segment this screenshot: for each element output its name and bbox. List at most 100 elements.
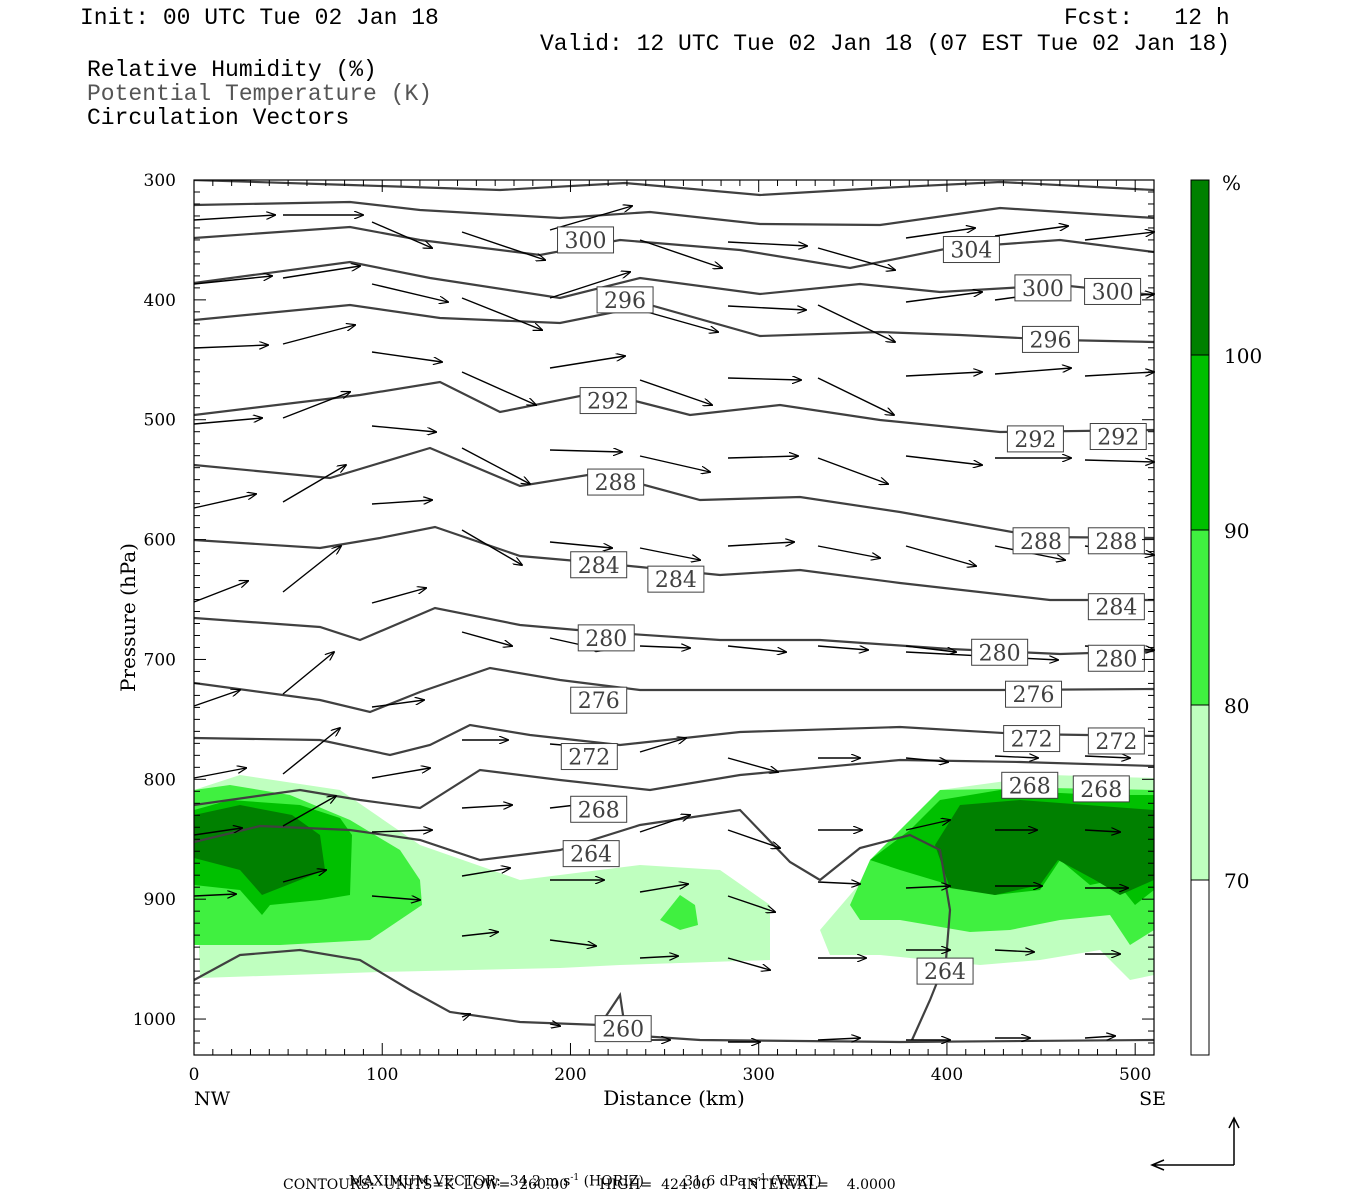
circulation-vector	[282, 652, 334, 695]
x-tick-label: 300	[742, 1065, 774, 1085]
circulation-vector	[817, 247, 895, 270]
circulation-vector	[994, 756, 1038, 758]
init-time: Init: 00 UTC Tue 02 Jan 18	[80, 5, 439, 31]
colorbar-segment	[1190, 704, 1210, 881]
circulation-vector	[549, 206, 632, 231]
contour-label: 304	[950, 239, 992, 264]
circulation-vector	[1084, 460, 1154, 462]
contour-label: 268	[578, 798, 620, 823]
circulation-vector	[282, 392, 350, 419]
circulation-vector	[817, 545, 880, 558]
x-end-label-se: SE	[1139, 1088, 1166, 1110]
circulation-vector	[193, 690, 240, 707]
theta-line-260	[194, 948, 1154, 1044]
circulation-vector	[193, 768, 246, 779]
rh-100-east-region	[935, 800, 1154, 895]
contour-label-box	[560, 743, 618, 771]
circulation-vector	[371, 351, 442, 362]
theta-line-276	[194, 666, 1154, 714]
field-vectors-label: Circulation Vectors	[87, 105, 350, 131]
circulation-vector	[727, 829, 780, 848]
contour-label-box	[594, 1015, 652, 1043]
circulation-vector	[193, 828, 242, 836]
contour-label-box	[1084, 277, 1142, 305]
contour-label: 284	[578, 554, 620, 579]
circulation-vector	[727, 957, 770, 970]
max-vector-horiz-tag: (HORIZ)	[583, 1173, 644, 1190]
circulation-vector	[461, 529, 522, 565]
circulation-vector	[817, 377, 894, 415]
circulation-vector	[905, 292, 982, 303]
circulation-vector	[905, 545, 976, 566]
contour-label: 268	[1009, 774, 1051, 799]
contour-label: 272	[1095, 730, 1137, 755]
y-tick-label: 700	[144, 650, 176, 670]
circulation-vector	[461, 231, 545, 260]
contour-label: 288	[1020, 530, 1062, 555]
contour-label-box	[1087, 527, 1145, 555]
theta-line-264	[194, 808, 952, 1041]
circulation-vector	[282, 728, 340, 775]
theta-line-272	[194, 723, 1154, 757]
circulation-vector	[817, 457, 888, 484]
contour-info-line: CONTOURS: UNITS=K LOW= 260.00 HIGH= 424.…	[283, 1177, 896, 1193]
circulation-vector	[817, 882, 860, 884]
circulation-vector	[282, 266, 360, 279]
circulation-vector	[639, 884, 688, 893]
circulation-vector	[282, 325, 355, 345]
y-tick-label: 800	[144, 770, 176, 790]
contour-label: 276	[1013, 683, 1055, 708]
theta-line-304c	[194, 225, 1154, 270]
circulation-vector	[549, 272, 630, 299]
colorbar-segment	[1190, 354, 1210, 531]
circulation-vector	[727, 305, 806, 310]
contour-label: 296	[1029, 328, 1071, 353]
circulation-vector	[639, 956, 678, 958]
circulation-vector	[193, 894, 236, 896]
circulation-vector	[994, 226, 1068, 237]
colorbar-segment	[1190, 879, 1210, 1056]
contour-label-box	[1021, 325, 1079, 353]
y-axis-label: Pressure (hPa)	[116, 543, 140, 692]
axes: 0 100 200 300 400 500 300 400 500 600 700 800 900 100…	[116, 171, 1166, 1110]
y-tick-label: 400	[144, 291, 176, 311]
circulation-vector	[371, 283, 448, 302]
colorbar-level-label: 100	[1224, 344, 1262, 368]
circulation-vector	[1084, 372, 1154, 377]
contour-label-box	[562, 840, 620, 868]
circulation-vector	[905, 455, 982, 465]
y-tick-label: 500	[144, 411, 176, 431]
circulation-vector	[727, 378, 801, 380]
circulation-vector	[639, 815, 690, 833]
theta-line-288	[194, 446, 1154, 540]
contour-label: 284	[655, 568, 697, 593]
field-rh-label: Relative Humidity (%)	[87, 57, 377, 83]
circulation-vector	[817, 646, 868, 650]
circulation-vector	[371, 500, 432, 505]
circulation-vector	[905, 372, 982, 377]
circulation-vector	[193, 581, 248, 603]
circulation-vector	[639, 239, 722, 268]
contour-label: 260	[602, 1018, 644, 1043]
circulation-vector	[461, 932, 498, 936]
y-tick-label: 1000	[133, 1010, 176, 1030]
contour-label: 300	[565, 229, 607, 254]
max-vector-horiz: 34.2 m s	[509, 1173, 571, 1190]
circulation-vector	[461, 297, 542, 330]
contour-label: 288	[595, 471, 637, 496]
colorbar-level-label: 80	[1224, 694, 1249, 718]
y-tick-label: 300	[144, 171, 176, 191]
circulation-vector	[549, 939, 596, 946]
theta-line-304a	[194, 180, 1154, 197]
circulation-vector	[371, 221, 432, 248]
contour-label: 300	[1092, 280, 1134, 305]
circulation-vector	[905, 758, 948, 762]
x-tick-label: 500	[1119, 1065, 1151, 1085]
contour-label-box	[916, 957, 974, 985]
circulation-vector	[1084, 232, 1154, 241]
contour-label: 264	[924, 960, 966, 985]
contour-label-box	[557, 226, 615, 254]
max-vector-label: MAXIMUM VECTOR:	[348, 1173, 501, 1190]
circulation-vectors	[193, 206, 1154, 1042]
circulation-vector	[282, 465, 346, 503]
